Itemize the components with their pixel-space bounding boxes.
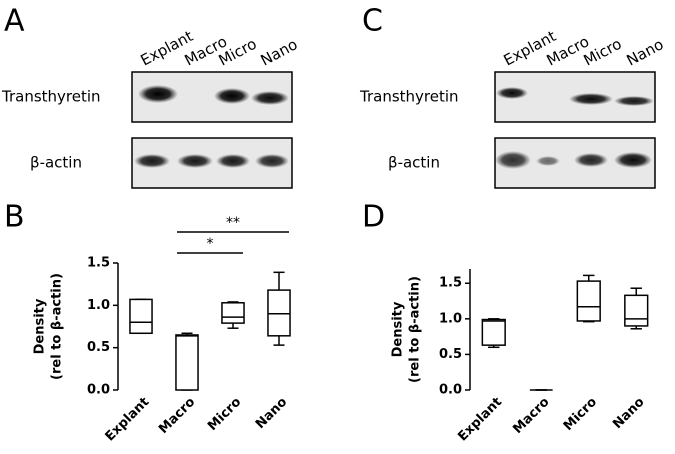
box [129,298,153,335]
blot-band [214,88,250,104]
box [267,289,291,337]
x-tick-label: Macro [156,395,198,437]
x-tick-label: Micro [205,395,244,434]
blot-band [134,154,170,168]
blot-band [569,93,613,105]
lane-label: Nano [624,35,667,69]
significance-label: ** [226,215,240,231]
blot-band [495,151,531,169]
blot-band [251,91,289,105]
y-axis-label: Density [391,301,406,357]
panel-label: A [4,4,25,39]
y-axis-label: (rel to β-actin) [50,273,65,380]
blot-band [177,154,213,168]
y-tick-label: 1.0 [439,311,462,326]
y-tick-label: 1.5 [87,256,110,271]
panel-label: B [4,200,25,235]
x-tick-label: Nano [610,395,647,432]
significance-label: * [207,236,214,252]
y-axis-label: Density [33,298,48,354]
blot-band [216,154,250,168]
x-tick-label: Micro [561,395,600,434]
blot-band [574,153,608,167]
x-tick-label: Macro [510,395,552,437]
row-label: β-actin [388,154,440,172]
box [221,302,245,324]
x-tick-label: Explant [103,395,153,445]
lane-label: Nano [258,35,301,69]
y-axis-label: (rel to β-actin) [408,276,423,383]
y-tick-label: 1.0 [87,298,110,313]
box [624,294,649,327]
blot-band [614,96,654,106]
row-label: β-actin [30,154,82,172]
blot-band [614,152,652,168]
y-tick-label: 0.5 [87,340,110,355]
blot-band [496,87,528,99]
x-tick-label: Explant [455,395,505,445]
box [175,334,199,391]
y-tick-label: 1.5 [439,276,462,291]
blot-band [255,154,289,168]
panel-label: C [362,4,383,39]
panel-label: D [362,200,385,235]
box [481,318,506,346]
x-tick-label: Nano [253,395,290,432]
y-tick-label: 0.0 [87,383,110,398]
row-label: Transthyretin [359,88,459,106]
blot-band [536,156,560,166]
y-tick-label: 0.0 [439,383,462,398]
blot-band [138,85,178,103]
row-label: Transthyretin [1,88,101,106]
box [576,280,601,322]
y-tick-label: 0.5 [439,347,462,362]
